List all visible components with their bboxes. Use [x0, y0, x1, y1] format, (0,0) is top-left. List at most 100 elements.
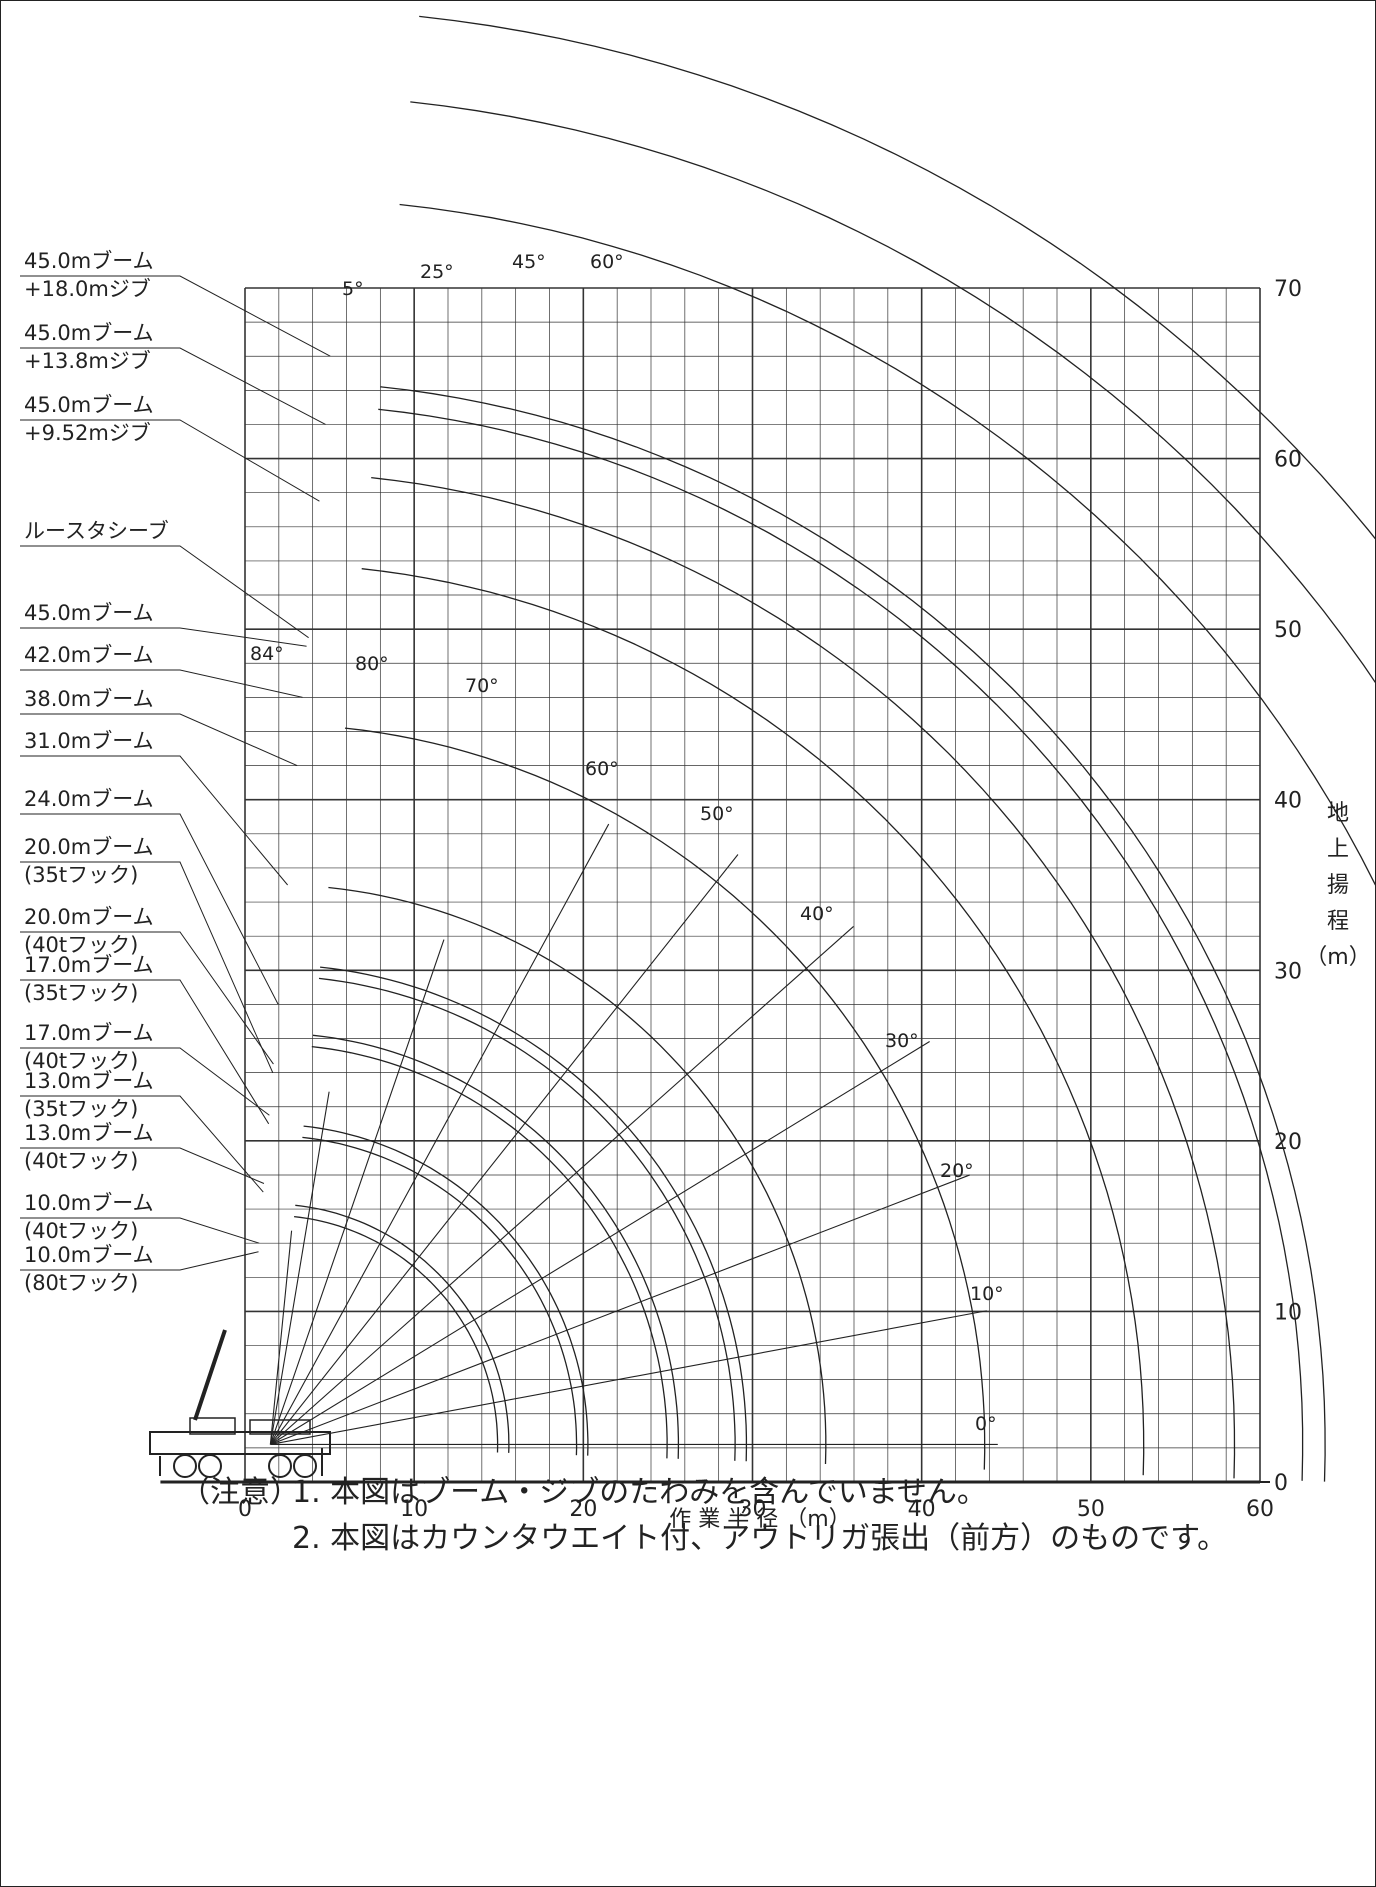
range-arc: [328, 886, 827, 1465]
config-label-primary: 13.0mブーム: [24, 1121, 154, 1145]
chart-grid: [160, 287, 1270, 1484]
boom-angle-label: 84°: [250, 643, 284, 665]
config-label-primary: 38.0mブーム: [24, 687, 154, 711]
crane-truck-drawing: [149, 1329, 331, 1478]
boom-angle-line: [269, 823, 610, 1445]
range-arc: [410, 101, 1376, 685]
config-label-primary: 45.0mブーム: [24, 393, 154, 417]
label-leader: [20, 713, 298, 767]
label-leaders: [20, 275, 331, 1271]
config-label-primary: 10.0mブーム: [24, 1191, 154, 1215]
truck-body: [149, 1431, 331, 1455]
y-tick-label: 70: [1274, 277, 1302, 302]
range-arc: [378, 408, 1304, 1481]
label-leader: [20, 1147, 265, 1184]
config-label-primary: 13.0mブーム: [24, 1069, 154, 1093]
boom-angle-label: 30°: [885, 1030, 919, 1052]
config-label-secondary: (35tフック): [24, 1097, 138, 1121]
y-axis-label-char: （m）: [1305, 945, 1370, 970]
range-arc: [399, 203, 1376, 888]
label-leader: [20, 755, 289, 886]
boom-lines: [269, 823, 998, 1446]
config-label-secondary: (80tフック): [24, 1271, 138, 1295]
config-label-primary: 45.0mブーム: [24, 601, 154, 625]
truck-superstructure: [189, 1417, 236, 1435]
config-label-primary: 42.0mブーム: [24, 643, 154, 667]
label-leader: [20, 669, 303, 698]
label-leader: [20, 1047, 270, 1116]
boom-angle-line: [269, 854, 739, 1445]
label-leader: [20, 1095, 264, 1193]
x-tick-label: 40: [908, 1497, 936, 1522]
config-label-primary: 45.0mブーム: [24, 321, 154, 345]
label-leader: [20, 861, 274, 1073]
config-label-secondary: (40tフック): [24, 933, 138, 957]
range-arc: [312, 1034, 680, 1459]
boom-angle-label: 0°: [975, 1413, 997, 1435]
range-arc: [302, 1136, 578, 1456]
x-tick-label: 60: [1246, 1497, 1274, 1522]
config-label-secondary: (40tフック): [24, 1149, 138, 1173]
note-line-2: 2. 本図はカウンタウエイト付、アウトリガ張出（前方）のものです。: [292, 1521, 1228, 1556]
config-label-secondary: (35tフック): [24, 981, 138, 1005]
config-label-primary: 24.0mブーム: [24, 787, 154, 811]
label-leader: [20, 1251, 259, 1271]
y-axis-label-char: 程: [1327, 909, 1349, 934]
y-tick-label: 60: [1274, 448, 1302, 473]
boom-angle-label: 80°: [355, 653, 389, 675]
range-arc: [320, 966, 748, 1462]
jib-angle-label: 25°: [420, 261, 454, 283]
boom-angle-line: [269, 1230, 293, 1445]
y-tick-label: 50: [1274, 618, 1302, 643]
config-label-secondary: +13.8mジブ: [24, 349, 151, 373]
boom-angle-line: [270, 926, 854, 1445]
angle-labels: 84° 80° 70° 60° 50° 40° 30° 20° 10° 0° 5° 25° 45° 60°: [250, 251, 1004, 1435]
label-leader: [20, 931, 274, 1065]
x-tick-label: 30: [739, 1497, 767, 1522]
y-axis-label-char: 地: [1327, 801, 1349, 826]
truck-wheel: [198, 1454, 222, 1478]
notes: （注意） 1. 本図はブーム・ジブのたわみを含んでいません。 2. 本図はカウン…: [180, 1470, 1227, 1562]
label-leader: [20, 419, 320, 502]
config-label-primary: 45.0mブーム: [24, 249, 154, 273]
range-arc: [371, 476, 1236, 1479]
range-arc: [295, 1204, 510, 1453]
x-tick-label: 20: [569, 1497, 597, 1522]
config-label-primary: 17.0mブーム: [24, 1021, 154, 1045]
jib-angle-label: 45°: [512, 251, 546, 273]
config-label-secondary: (35tフック): [24, 863, 138, 887]
x-tick-label: 0: [238, 1497, 252, 1522]
truck-wheel: [293, 1454, 317, 1478]
y-axis-label-char: 揚: [1327, 873, 1349, 898]
x-axis-label: 作 業 半 径 （m）: [669, 1507, 850, 1532]
boom-angle-label: 60°: [585, 758, 619, 780]
boom-angle-label: 40°: [800, 903, 834, 925]
boom-angle-label: 50°: [700, 803, 734, 825]
jib-angle-label: 60°: [590, 251, 624, 273]
config-label-primary: 31.0mブーム: [24, 729, 154, 753]
range-arc: [294, 1215, 499, 1453]
y-tick-label: 20: [1274, 1130, 1302, 1155]
truck-wheel: [268, 1454, 292, 1478]
range-arc: [419, 15, 1376, 541]
working-range-arcs: [294, 15, 1376, 1482]
range-arc: [311, 1045, 668, 1459]
config-label-primary: 17.0mブーム: [24, 953, 154, 977]
range-arc: [303, 1125, 589, 1456]
x-tick-label: 10: [400, 1497, 428, 1522]
note-line-1: 1. 本図はブーム・ジブのたわみを含んでいません。: [292, 1475, 987, 1510]
boom-angle-line: [269, 1091, 330, 1445]
y-tick-label: 0: [1274, 1471, 1288, 1496]
config-label-primary: 20.0mブーム: [24, 835, 154, 859]
label-leader: [20, 627, 307, 647]
y-tick-label: 30: [1274, 959, 1302, 984]
y-axis-label-char: 上: [1327, 837, 1349, 862]
truck-wheel: [173, 1454, 197, 1478]
boom-angle-line: [269, 939, 445, 1445]
config-label-primary: 20.0mブーム: [24, 905, 154, 929]
range-arc: [361, 568, 1145, 1476]
label-leader: [20, 1217, 260, 1244]
boom-angle-line: [270, 1041, 930, 1445]
